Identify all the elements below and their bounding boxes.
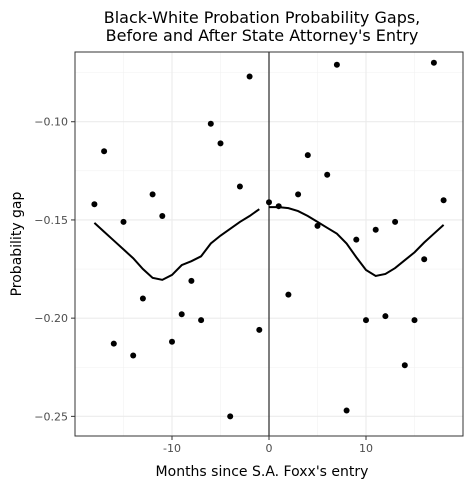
y-axis-title: Probability gap (9, 191, 25, 296)
data-point (188, 278, 194, 284)
data-point (392, 219, 398, 225)
data-point (402, 362, 408, 368)
data-point (130, 352, 136, 358)
x-axis: -10 0 10 (163, 436, 373, 455)
data-point (101, 148, 107, 154)
data-point (179, 311, 185, 317)
data-point (266, 199, 272, 205)
data-point (256, 327, 262, 333)
data-point (441, 197, 447, 203)
data-point (373, 227, 379, 233)
y-tick-label: −0.15 (34, 214, 68, 227)
x-tick-label: -10 (163, 442, 181, 455)
data-point (218, 140, 224, 146)
y-tick-label: −0.10 (34, 116, 68, 129)
data-point (247, 74, 253, 80)
data-point (412, 317, 418, 323)
data-point (159, 213, 165, 219)
y-tick-label: −0.20 (34, 312, 68, 325)
data-point (363, 317, 369, 323)
data-point (91, 201, 97, 207)
y-axis: −0.25 −0.20 −0.15 −0.10 (34, 116, 75, 424)
x-tick-label: 0 (266, 442, 273, 455)
data-point (198, 317, 204, 323)
y-tick-label: −0.25 (34, 410, 68, 423)
data-point (344, 407, 350, 413)
data-point (208, 121, 214, 127)
data-point (334, 62, 340, 68)
data-point (140, 296, 146, 302)
x-tick-label: 10 (359, 442, 373, 455)
chart-title-line-1: Black-White Probation Probability Gaps, (104, 8, 421, 27)
data-point (169, 339, 175, 345)
data-point (111, 341, 117, 347)
data-point (285, 292, 291, 298)
data-point (324, 172, 330, 178)
data-point (421, 256, 427, 262)
data-point (121, 219, 127, 225)
data-point (431, 60, 437, 66)
data-point (382, 313, 388, 319)
data-point (276, 203, 282, 209)
data-point (237, 184, 243, 190)
chart-title-line-2: Before and After State Attorney's Entry (106, 26, 419, 45)
data-point (305, 152, 311, 158)
data-point (227, 413, 233, 419)
data-point (353, 237, 359, 243)
data-point (150, 191, 156, 197)
data-point (295, 191, 301, 197)
data-point (315, 223, 321, 229)
x-axis-title: Months since S.A. Foxx's entry (156, 464, 369, 480)
